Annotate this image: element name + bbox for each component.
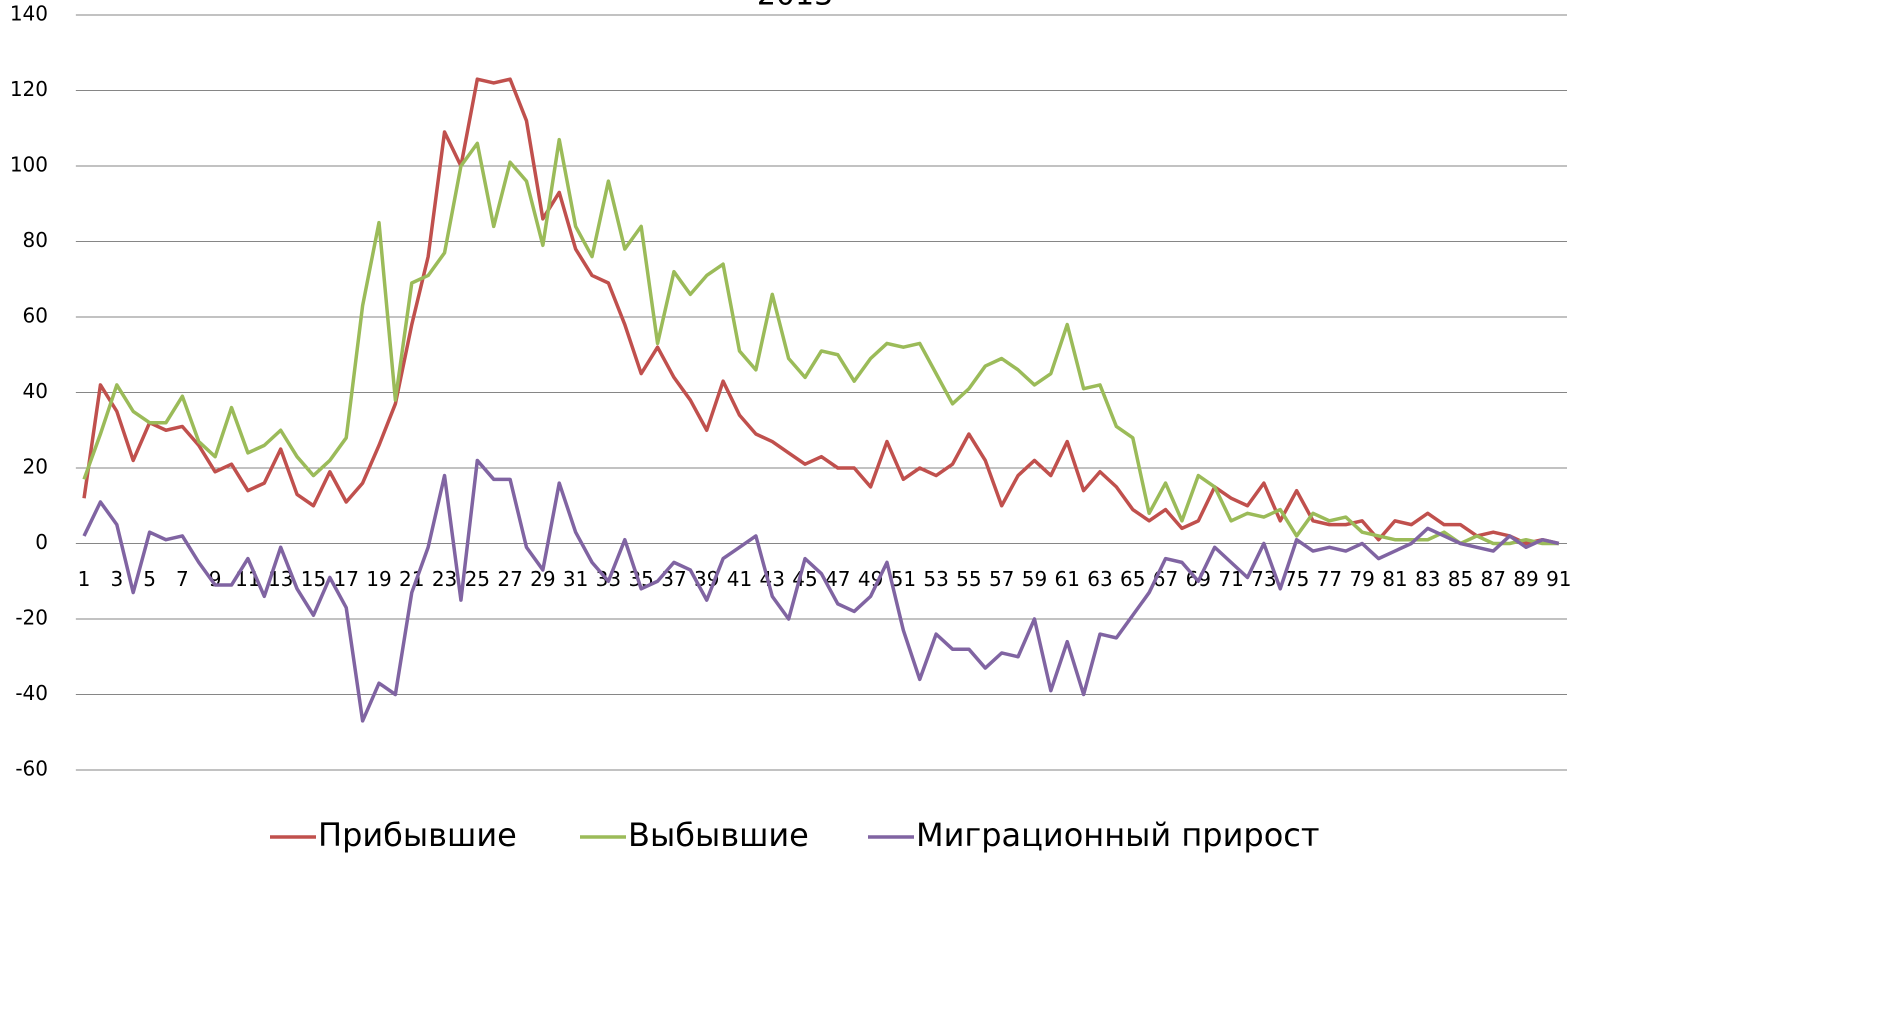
x-tick-label: 17 bbox=[333, 567, 358, 591]
chart-title: 2013 bbox=[757, 0, 833, 13]
y-tick-label: -60 bbox=[15, 757, 48, 781]
x-tick-label: 83 bbox=[1415, 567, 1440, 591]
y-tick-label: 60 bbox=[23, 304, 48, 328]
y-tick-label: 40 bbox=[23, 379, 48, 403]
x-tick-label: 43 bbox=[760, 567, 785, 591]
x-tick-label: 59 bbox=[1022, 567, 1047, 591]
x-tick-label: 25 bbox=[465, 567, 490, 591]
x-tick-label: 31 bbox=[563, 567, 588, 591]
x-tick-label: 57 bbox=[989, 567, 1014, 591]
x-tick-label: 19 bbox=[366, 567, 391, 591]
x-tick-label: 41 bbox=[727, 567, 752, 591]
y-tick-label: 0 bbox=[35, 530, 48, 554]
x-tick-label: 85 bbox=[1448, 567, 1473, 591]
x-tick-label: 3 bbox=[110, 567, 123, 591]
x-tick-label: 51 bbox=[891, 567, 916, 591]
series-line bbox=[82, 458, 1560, 723]
x-tick-label: 81 bbox=[1382, 567, 1407, 591]
y-tick-label: 20 bbox=[23, 455, 48, 479]
y-tick-label: -20 bbox=[15, 606, 48, 630]
x-tick-label: 23 bbox=[432, 567, 457, 591]
x-tick-label: 89 bbox=[1513, 567, 1538, 591]
legend-label: Миграционный прирост bbox=[916, 816, 1320, 854]
x-tick-label: 87 bbox=[1481, 567, 1506, 591]
x-tick-label: 65 bbox=[1120, 567, 1145, 591]
legend-label: Выбывшие bbox=[628, 816, 809, 854]
x-tick-label: 75 bbox=[1284, 567, 1309, 591]
x-tick-label: 77 bbox=[1317, 567, 1342, 591]
legend-label: Прибывшие bbox=[318, 816, 517, 854]
x-tick-label: 1 bbox=[78, 567, 91, 591]
x-tick-label: 15 bbox=[301, 567, 326, 591]
y-tick-label: 140 bbox=[10, 2, 48, 26]
x-tick-label: 27 bbox=[497, 567, 522, 591]
x-tick-label: 7 bbox=[176, 567, 189, 591]
y-tick-label: 120 bbox=[10, 77, 48, 101]
x-tick-label: 53 bbox=[923, 567, 948, 591]
x-tick-label: 55 bbox=[956, 567, 981, 591]
y-tick-label: 100 bbox=[10, 153, 48, 177]
y-tick-label: -40 bbox=[15, 681, 48, 705]
y-tick-label: 80 bbox=[23, 228, 48, 252]
x-tick-label: 61 bbox=[1054, 567, 1079, 591]
x-tick-label: 91 bbox=[1546, 567, 1571, 591]
x-tick-label: 5 bbox=[143, 567, 156, 591]
series-line bbox=[82, 77, 1560, 546]
x-tick-label: 63 bbox=[1087, 567, 1112, 591]
x-tick-label: 79 bbox=[1349, 567, 1374, 591]
series-line bbox=[82, 137, 1559, 546]
